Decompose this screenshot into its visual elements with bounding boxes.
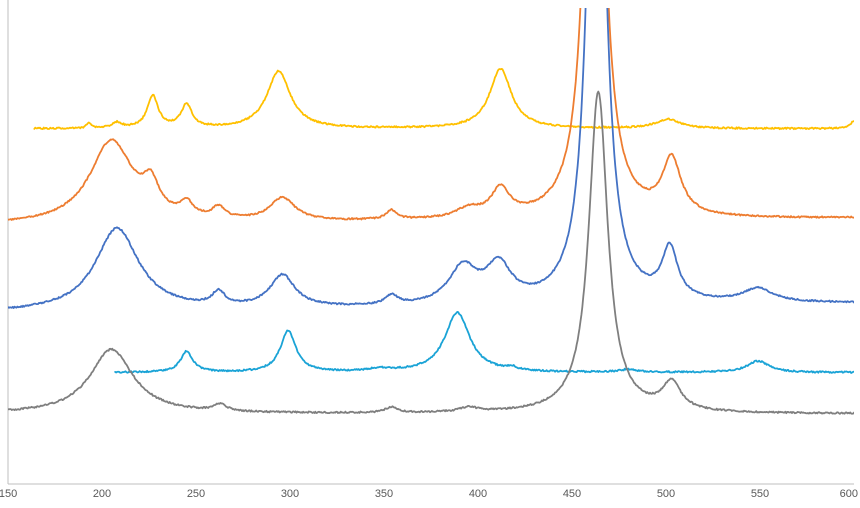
x-tick-label: 550 bbox=[751, 488, 769, 500]
x-tick-label: 500 bbox=[657, 488, 675, 500]
x-tick-label: 300 bbox=[281, 488, 299, 500]
x-tick-label: 450 bbox=[563, 488, 581, 500]
series-line-5 bbox=[8, 90, 854, 415]
x-tick-label: 250 bbox=[187, 488, 205, 500]
series-line-4 bbox=[114, 310, 854, 374]
x-tick-label: 350 bbox=[375, 488, 393, 500]
x-tick-labels: 150 200 250 300 350 400 450 500 550 600 bbox=[0, 488, 858, 500]
x-tick-label: 600 bbox=[840, 488, 858, 500]
x-tick-label: 150 bbox=[0, 488, 17, 500]
series-line-3 bbox=[8, 8, 854, 309]
series-line-2 bbox=[8, 8, 854, 221]
x-tick-label: 200 bbox=[93, 488, 111, 500]
x-tick-label: 400 bbox=[469, 488, 487, 500]
series-line-1 bbox=[33, 68, 854, 131]
series-layer bbox=[8, 8, 854, 415]
